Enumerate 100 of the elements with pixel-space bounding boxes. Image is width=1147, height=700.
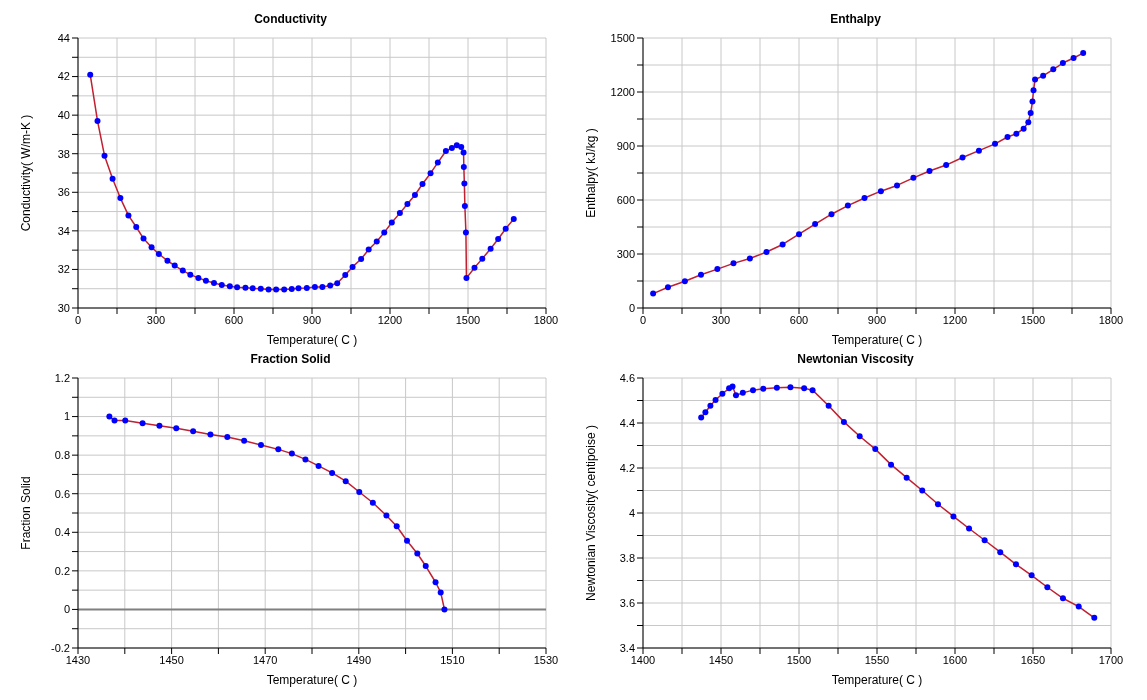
y-tick-label: 42: [57, 70, 70, 83]
x-tick-label: 1650: [1020, 653, 1046, 666]
point: [1029, 98, 1036, 105]
point: [342, 478, 349, 485]
y-tick-label: 0.6: [54, 487, 70, 500]
point: [749, 387, 756, 394]
point: [650, 290, 657, 297]
point: [697, 271, 704, 278]
y-tick-label: 3.8: [619, 551, 635, 564]
x-tick-label: 300: [146, 313, 166, 326]
point: [801, 385, 808, 392]
point: [746, 255, 753, 262]
x-axis-title: Temperature( C ): [266, 673, 358, 687]
y-tick-label: 30: [57, 301, 70, 314]
y-tick-label: 0: [63, 603, 70, 616]
point: [763, 249, 770, 256]
x-tick-label: 600: [789, 313, 809, 326]
y-tick-label: 0.8: [54, 449, 70, 462]
x-tick-label: 1430: [65, 653, 91, 666]
point: [943, 162, 950, 169]
y-tick-label: 0: [628, 301, 635, 314]
point: [1013, 130, 1020, 137]
x-tick-label: 1600: [942, 653, 968, 666]
point: [730, 260, 737, 267]
y-tick-label: 3.4: [619, 641, 635, 654]
point: [1091, 614, 1098, 621]
x-tick-label: 900: [302, 313, 322, 326]
y-tick-label: 300: [616, 247, 635, 260]
point: [950, 513, 957, 520]
x-tick-label: 0: [639, 313, 647, 326]
x-tick-label: 1200: [377, 313, 403, 326]
x-tick-label: 1500: [786, 653, 812, 666]
point: [828, 211, 835, 218]
point: [894, 182, 901, 189]
point: [787, 384, 794, 391]
point: [414, 550, 421, 557]
x-tick-label: 1550: [864, 653, 890, 666]
y-tick-label: 4.2: [619, 461, 635, 474]
x-tick-label: 1530: [533, 653, 559, 666]
point: [432, 579, 439, 586]
point: [888, 461, 895, 468]
point: [329, 469, 336, 476]
point: [714, 266, 721, 273]
y-axis-title: Conductivity( W/m-K ): [19, 114, 34, 232]
point: [702, 409, 709, 416]
point: [1020, 125, 1027, 132]
x-tick-label: 1800: [1098, 313, 1124, 326]
point: [856, 433, 863, 440]
y-tick-label: 1: [63, 410, 70, 423]
x-tick-label: 1200: [942, 313, 968, 326]
point: [106, 413, 113, 420]
point: [935, 501, 941, 508]
y-axis-title: Fraction Solid: [19, 476, 34, 550]
point: [1028, 572, 1035, 579]
y-tick-label: 1.2: [54, 371, 70, 384]
y-tick-label: 4: [628, 506, 635, 519]
y-tick-label: -0.2: [51, 641, 70, 654]
x-tick-label: 300: [711, 313, 731, 326]
point: [959, 154, 966, 161]
point: [809, 387, 816, 394]
point: [997, 549, 1004, 556]
point: [122, 417, 129, 424]
y-tick-label: 44: [57, 31, 70, 44]
y-tick-label: 1200: [610, 85, 635, 98]
x-tick-label: 0: [74, 313, 82, 326]
y-axis-title: Newtonian Viscosity( centipoise ): [584, 425, 599, 601]
x-tick-label: 600: [224, 313, 244, 326]
y-tick-label: 4.6: [619, 371, 635, 384]
point: [861, 195, 868, 202]
point: [681, 278, 688, 285]
point: [1025, 119, 1032, 126]
y-tick-label: 0.4: [54, 526, 70, 539]
point: [422, 563, 429, 570]
point: [825, 402, 832, 409]
point: [1032, 76, 1039, 83]
point: [302, 456, 309, 463]
x-tick-label: 1400: [630, 653, 656, 666]
y-tick-label: 3.6: [619, 596, 635, 609]
x-tick-label: 900: [867, 313, 887, 326]
x-axis-title: Temperature( C ): [831, 673, 923, 687]
x-tick-label: 1800: [533, 313, 559, 326]
point: [1040, 72, 1047, 79]
y-tick-label: 4.4: [619, 416, 635, 429]
point: [732, 392, 739, 399]
chart-title: Fraction Solid: [249, 351, 332, 368]
point: [139, 420, 146, 427]
y-tick-label: 34: [57, 224, 70, 237]
point: [664, 284, 671, 291]
point: [760, 385, 767, 392]
chart-title: Enthalpy: [829, 11, 882, 28]
x-axis-title: Temperature( C ): [831, 333, 923, 347]
y-tick-label: 40: [57, 109, 70, 122]
point: [404, 537, 410, 544]
y-tick-label: 600: [616, 193, 635, 206]
point: [840, 418, 847, 425]
point: [1080, 50, 1087, 57]
point: [796, 231, 802, 238]
point: [257, 441, 264, 448]
point: [910, 174, 917, 181]
point: [275, 446, 282, 453]
